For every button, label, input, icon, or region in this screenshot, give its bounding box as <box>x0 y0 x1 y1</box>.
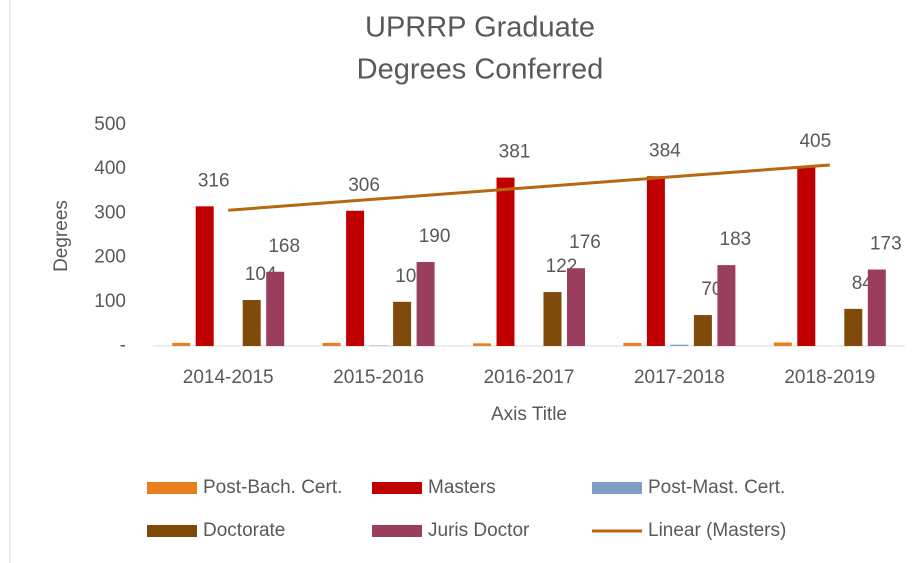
x-tick-label: 2014-2015 <box>183 367 274 388</box>
y-tick-label: 200 <box>94 247 126 268</box>
legend-swatch <box>147 482 197 494</box>
bar <box>717 265 736 346</box>
bar <box>543 292 562 346</box>
bar <box>693 315 712 346</box>
bar <box>567 268 585 346</box>
bar <box>242 300 261 346</box>
bar <box>416 262 435 346</box>
y-tick-label: 500 <box>94 114 126 135</box>
bar <box>844 308 863 346</box>
bar <box>670 344 689 346</box>
data-label: 306 <box>348 175 380 196</box>
data-label: 183 <box>720 229 752 250</box>
legend-swatch <box>372 482 422 494</box>
legend-label: Linear (Masters) <box>648 520 786 541</box>
trend-line <box>228 163 830 212</box>
data-label: 316 <box>198 170 230 191</box>
data-label: 381 <box>499 142 531 163</box>
data-label: 173 <box>870 234 902 255</box>
x-tick-label: 2017-2018 <box>634 367 725 388</box>
bar <box>346 210 365 346</box>
bar <box>496 177 515 346</box>
legend-label: Masters <box>428 477 496 498</box>
y-tick-label: 400 <box>94 158 126 179</box>
legend-label: Juris Doctor <box>428 520 530 541</box>
bar <box>797 166 816 346</box>
x-axis-title: Axis Title <box>491 404 567 425</box>
data-label: 190 <box>419 226 451 247</box>
data-label: 384 <box>649 140 681 161</box>
x-tick-label: 2015-2016 <box>333 367 424 388</box>
legend-swatch <box>147 525 197 537</box>
legend-label: Post-Mast. Cert. <box>648 477 785 498</box>
bar <box>393 301 412 346</box>
x-tick-label: 2018-2019 <box>784 367 875 388</box>
y-tick-label: - <box>120 335 126 356</box>
x-tick-label: 2016-2017 <box>484 367 575 388</box>
bar <box>322 342 341 346</box>
data-label: 168 <box>268 236 300 257</box>
chart-title: UPRRP Graduate <box>365 12 595 44</box>
bar <box>266 271 285 346</box>
y-tick-label: 100 <box>94 291 126 312</box>
legend-label: Doctorate <box>203 520 285 541</box>
data-label: 70 <box>701 279 722 300</box>
chart-title: Degrees Conferred <box>357 54 604 86</box>
legend-label: Post-Bach. Cert. <box>203 477 342 498</box>
bar <box>623 342 642 346</box>
bar <box>473 343 491 346</box>
bar <box>773 342 792 346</box>
y-axis-title: Degrees <box>51 200 72 272</box>
legend-swatch <box>592 482 642 494</box>
bar <box>195 206 214 346</box>
bar <box>646 176 665 346</box>
data-label: 176 <box>569 232 601 253</box>
data-label: 405 <box>799 131 831 152</box>
bar <box>867 269 886 346</box>
bar <box>172 342 191 346</box>
y-tick-label: 300 <box>94 202 126 223</box>
legend-swatch <box>372 525 422 537</box>
